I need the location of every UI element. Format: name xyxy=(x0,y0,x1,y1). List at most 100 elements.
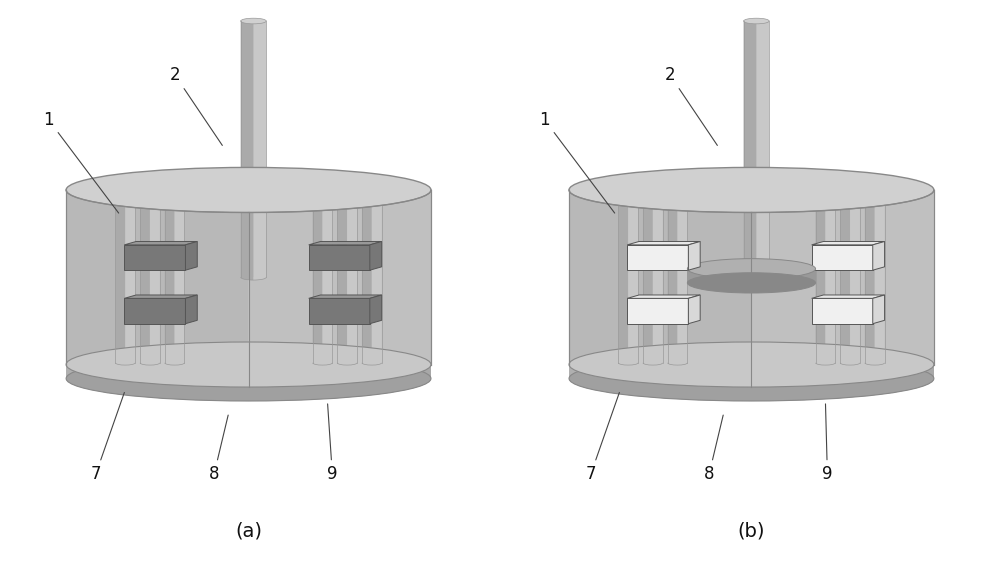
Polygon shape xyxy=(337,187,357,363)
Ellipse shape xyxy=(569,342,934,387)
Polygon shape xyxy=(66,190,431,365)
Polygon shape xyxy=(140,187,150,365)
Text: 9: 9 xyxy=(822,404,833,484)
Polygon shape xyxy=(150,187,160,365)
Text: 8: 8 xyxy=(704,415,723,484)
Polygon shape xyxy=(825,187,835,365)
Polygon shape xyxy=(840,187,850,365)
Text: (a): (a) xyxy=(235,521,262,540)
Polygon shape xyxy=(249,190,431,387)
Ellipse shape xyxy=(865,185,885,189)
Polygon shape xyxy=(569,365,751,401)
Polygon shape xyxy=(241,21,253,280)
Text: 1: 1 xyxy=(43,111,119,213)
Polygon shape xyxy=(124,242,197,245)
Polygon shape xyxy=(370,242,382,270)
Polygon shape xyxy=(313,187,332,363)
Polygon shape xyxy=(569,190,751,387)
Polygon shape xyxy=(812,295,885,298)
Polygon shape xyxy=(643,187,663,363)
Polygon shape xyxy=(627,245,688,270)
Polygon shape xyxy=(66,365,431,379)
Polygon shape xyxy=(751,365,934,401)
Polygon shape xyxy=(362,187,382,363)
Ellipse shape xyxy=(687,273,816,293)
Polygon shape xyxy=(125,187,135,365)
Polygon shape xyxy=(744,21,769,277)
Polygon shape xyxy=(185,295,197,324)
Text: 8: 8 xyxy=(209,415,228,484)
Polygon shape xyxy=(873,242,885,270)
Polygon shape xyxy=(569,365,934,379)
Text: 9: 9 xyxy=(327,404,338,484)
Polygon shape xyxy=(185,242,197,270)
Polygon shape xyxy=(627,242,700,245)
Ellipse shape xyxy=(668,185,687,189)
Polygon shape xyxy=(668,187,687,363)
Ellipse shape xyxy=(66,356,431,401)
Ellipse shape xyxy=(687,258,816,279)
Polygon shape xyxy=(688,295,700,324)
Polygon shape xyxy=(668,187,678,365)
Polygon shape xyxy=(840,187,860,363)
Polygon shape xyxy=(372,187,382,365)
Polygon shape xyxy=(873,295,885,324)
Polygon shape xyxy=(370,295,382,324)
Polygon shape xyxy=(249,365,431,401)
Ellipse shape xyxy=(115,185,135,189)
Polygon shape xyxy=(309,295,382,298)
Polygon shape xyxy=(313,187,322,365)
Polygon shape xyxy=(124,245,185,270)
Polygon shape xyxy=(347,187,357,365)
Polygon shape xyxy=(175,187,184,365)
Ellipse shape xyxy=(313,185,332,189)
Ellipse shape xyxy=(816,185,835,189)
Polygon shape xyxy=(618,187,638,363)
Polygon shape xyxy=(812,242,885,245)
Ellipse shape xyxy=(744,18,769,24)
Polygon shape xyxy=(115,187,125,365)
Ellipse shape xyxy=(569,356,934,401)
Polygon shape xyxy=(688,242,700,270)
Polygon shape xyxy=(678,187,687,365)
Polygon shape xyxy=(812,298,873,324)
Polygon shape xyxy=(643,187,653,365)
Polygon shape xyxy=(627,298,688,324)
Polygon shape xyxy=(124,298,185,324)
Polygon shape xyxy=(165,187,175,365)
Ellipse shape xyxy=(569,167,934,212)
Polygon shape xyxy=(115,187,135,363)
Ellipse shape xyxy=(643,185,663,189)
Polygon shape xyxy=(850,187,860,365)
Ellipse shape xyxy=(66,167,431,212)
Polygon shape xyxy=(628,187,638,365)
Polygon shape xyxy=(569,190,934,365)
Text: 7: 7 xyxy=(90,392,124,484)
Polygon shape xyxy=(165,187,184,363)
Polygon shape xyxy=(337,187,347,365)
Text: (b): (b) xyxy=(738,521,765,540)
Polygon shape xyxy=(816,187,835,363)
Polygon shape xyxy=(751,190,934,387)
Polygon shape xyxy=(627,295,700,298)
Polygon shape xyxy=(812,245,873,270)
Polygon shape xyxy=(865,187,885,363)
Polygon shape xyxy=(309,298,370,324)
Text: 1: 1 xyxy=(539,111,615,213)
Polygon shape xyxy=(816,187,825,365)
Polygon shape xyxy=(66,190,249,387)
Ellipse shape xyxy=(66,342,431,387)
Text: 7: 7 xyxy=(585,392,619,484)
Polygon shape xyxy=(362,187,372,365)
Polygon shape xyxy=(322,187,332,365)
Polygon shape xyxy=(875,187,885,365)
Polygon shape xyxy=(66,365,249,401)
Ellipse shape xyxy=(618,185,638,189)
Polygon shape xyxy=(653,187,663,365)
Polygon shape xyxy=(744,21,756,280)
Polygon shape xyxy=(241,21,266,277)
Ellipse shape xyxy=(362,185,382,189)
Ellipse shape xyxy=(140,185,160,189)
Polygon shape xyxy=(756,21,769,280)
Polygon shape xyxy=(865,187,875,365)
